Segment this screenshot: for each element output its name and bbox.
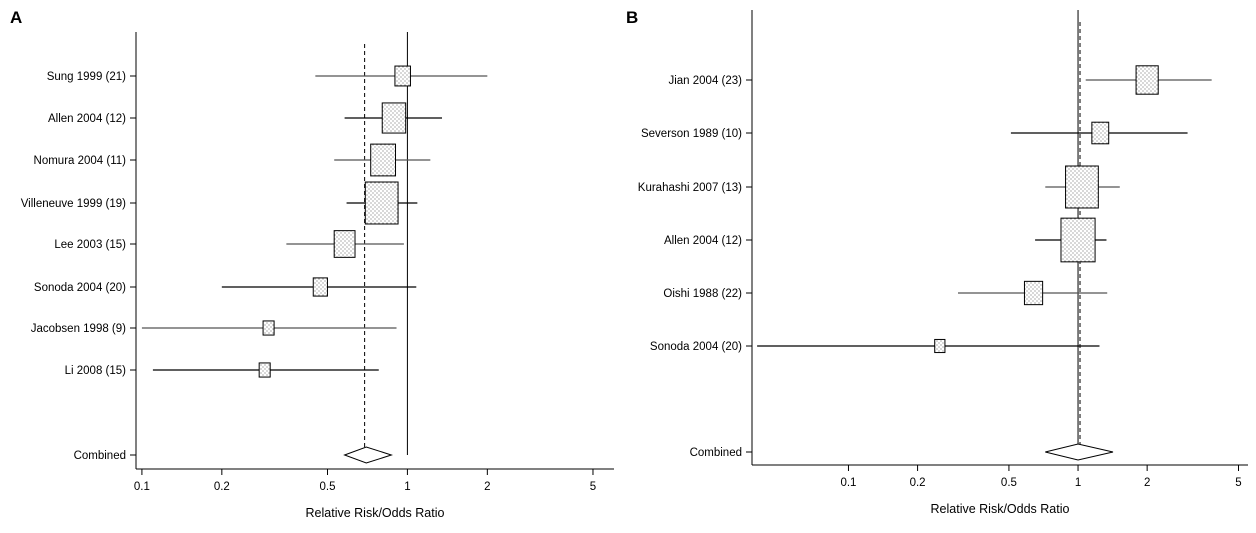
study-label: Sonoda 2004 (20) [34,282,126,294]
study-label: Oishi 1988 (22) [663,288,742,300]
combined-label: Combined [74,450,126,462]
x-tick-label: 2 [1144,477,1150,489]
study-label: Allen 2004 (12) [664,235,742,247]
forest-plot-a-svg: 0.1 0.2 0.5 1 2 5 Relative Risk/Odds Ratio Sung… [21,32,614,520]
study-label: Severson 1989 (10) [641,128,742,140]
x-axis-title: Relative Risk/Odds Ratio [306,506,445,520]
study-weight-box [312,277,328,297]
x-axis-title: Relative Risk/Odds Ratio [931,502,1070,516]
study-label: Jacobsen 1998 (9) [31,323,126,335]
study-label: Nomura 2004 (11) [34,155,127,167]
x-tick-label: 2 [484,481,490,493]
study-label: Sung 1999 (21) [47,71,126,83]
forest-plot-panel-b: B 0.1 0.2 0.5 1 2 5 Relative Risk/Odds Ratio Ji… [626,0,1256,533]
x-tick-label: 0.2 [214,481,230,493]
study-weight-box [394,65,411,87]
study-label: Lee 2003 (15) [54,239,126,251]
forest-plot-panel-a: A 0.1 0.2 0.5 1 2 5 Relative Risk/Odds Ratio Su… [10,8,614,520]
x-tick-label: 0.5 [319,481,335,493]
study-weight-box [1065,165,1099,209]
study-weight-box [934,338,946,354]
x-tick-label: 0.2 [910,477,926,489]
study-weight-box [262,320,275,336]
x-tick-label: 0.1 [134,481,150,493]
study-weight-box [1060,217,1096,263]
combined-label: Combined [690,447,742,459]
study-weight-box [364,181,399,225]
study-label: Sonoda 2004 (20) [650,341,742,353]
forest-plot-b-svg: 0.1 0.2 0.5 1 2 5 Relative Risk/Odds Ratio Jian… [638,10,1248,516]
x-tick-label: 1 [404,481,410,493]
study-weight-box [1135,65,1159,95]
x-tick-label: 5 [1235,477,1241,489]
study-label: Jian 2004 (23) [668,75,742,87]
study-weight-box [381,102,407,134]
study-weight-box [258,362,271,378]
study-weight-box [370,143,397,177]
panel-label-b: B [626,8,639,27]
panel-label-a: A [10,8,23,27]
x-tick-label: 1 [1075,477,1081,489]
x-tick-label: 0.5 [1001,477,1017,489]
study-weight-box [333,230,356,258]
study-weight-box [1023,280,1044,306]
study-label: Kurahashi 2007 (13) [638,182,742,194]
x-tick-label: 5 [590,481,596,493]
combined-diamond [343,446,393,464]
study-label: Allen 2004 (12) [48,113,126,125]
study-weight-box [1091,121,1110,145]
study-label: Villeneuve 1999 (19) [21,198,126,210]
combined-diamond [1045,443,1114,461]
x-tick-label: 0.1 [840,477,856,489]
study-label: Li 2008 (15) [65,365,127,377]
